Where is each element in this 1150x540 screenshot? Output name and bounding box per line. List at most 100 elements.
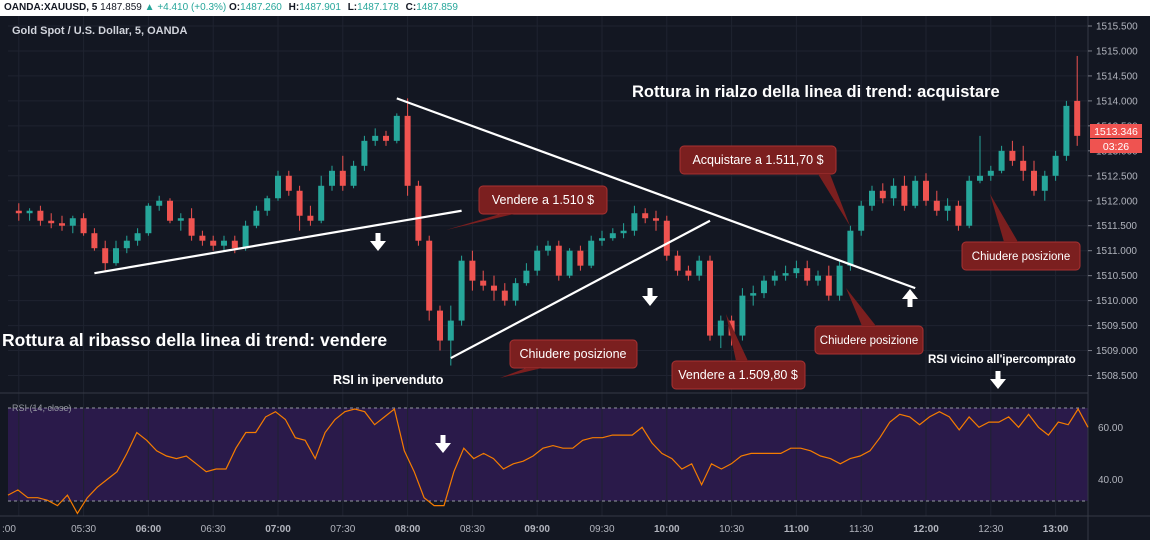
price-tick-label: 1510.500 (1096, 271, 1138, 282)
candle-body (350, 165, 357, 186)
callout-close-1-text: Chiudere posizione (519, 347, 626, 361)
candle-body (901, 185, 908, 206)
time-tick-label: 11:30 (849, 524, 874, 535)
time-tick-label: 09:30 (589, 524, 614, 535)
candle-body (253, 210, 260, 226)
candle-body (1009, 150, 1016, 161)
candle-body (177, 218, 184, 221)
candle-body (879, 190, 886, 199)
candle-body (674, 255, 681, 271)
candle-body (955, 205, 962, 226)
time-tick-label: 06:30 (201, 524, 226, 535)
candle-body (782, 273, 789, 276)
open-key: O: (229, 2, 241, 13)
price-chart[interactable]: 60.00 40.00 1515.500 1515.000 1514.500 1514.… (0, 16, 1150, 540)
candle-body (415, 185, 422, 241)
price-tick-label: 1514.000 (1096, 96, 1138, 107)
callout-close-2: Chiudere posizione (814, 288, 924, 355)
candle-body (231, 240, 238, 249)
time-axis[interactable]: :00 05:30 06:00 06:30 07:00 07:30 08:00 08:30 09… (2, 524, 1069, 535)
candle-body (404, 115, 411, 186)
candle-body (37, 210, 44, 221)
candle-body (890, 185, 897, 199)
trendline-falling-resistance (396, 97, 916, 290)
time-tick-label: 11:00 (784, 524, 809, 535)
candle-body (437, 310, 443, 341)
rsi-tick-label: 40.00 (1098, 475, 1123, 486)
annotation-breakout-up: Rottura in rialzo della linea di trend: … (632, 83, 1000, 101)
candle-body (977, 175, 983, 181)
candle-body (653, 218, 659, 221)
callout-close-3-text: Chiudere posizione (972, 251, 1070, 263)
trendline-rising-support-1 (94, 209, 462, 275)
candle-body (998, 150, 1005, 171)
candle-body (512, 283, 519, 301)
candle-body (577, 250, 584, 266)
candle-body (383, 135, 389, 141)
candle-body (480, 280, 487, 286)
high-key: H: (288, 2, 300, 13)
countdown-badge-bg (1090, 139, 1142, 153)
time-tick-label: 12:30 (978, 524, 1003, 535)
price-tick-label: 1509.500 (1096, 321, 1138, 332)
candle-body (372, 135, 379, 141)
callout-close-3: Chiudere posizione (961, 194, 1081, 271)
candle-body (458, 260, 465, 321)
candle-body (707, 260, 713, 336)
candle-body (696, 260, 703, 276)
candle-body (566, 250, 573, 276)
callout-sell-1509: Vendere a 1.509,80 $ (671, 314, 806, 390)
candle-body (264, 198, 271, 211)
price-badge-value: 1513.346 (1094, 126, 1138, 138)
candle-body (80, 218, 87, 234)
candle-body (609, 233, 616, 239)
candle-body (944, 205, 951, 211)
change-up-icon: ▲ (144, 2, 155, 13)
candle-body (285, 175, 292, 191)
candle-body (620, 230, 627, 234)
price-tick-label: 1510.000 (1096, 296, 1138, 307)
candle-body (717, 320, 724, 336)
last-price-badge: 1513.346 03:26 (1090, 124, 1142, 153)
price-tick-label: 1511.000 (1096, 246, 1137, 257)
candle-body (523, 270, 530, 284)
low-value: 1487.178 (357, 2, 399, 13)
candle-body (296, 190, 303, 216)
price-tick-label: 1512.000 (1096, 196, 1138, 207)
callout-close-2-text: Chiudere posizione (820, 335, 918, 347)
time-tick-label: 05:30 (71, 524, 96, 535)
time-tick-label: 07:30 (330, 524, 355, 535)
annotation-breakout-down: Rottura al ribasso della linea di trend:… (2, 330, 387, 350)
price-axis[interactable]: 1515.5001515.0001514.5001514.0001513.500… (1088, 21, 1138, 382)
price-tick-label: 1514.500 (1096, 71, 1138, 82)
candle-body (329, 170, 335, 186)
candle-body (26, 210, 33, 214)
candle-body (469, 260, 476, 281)
candle-body (793, 268, 800, 274)
time-tick-label: 10:30 (719, 524, 744, 535)
annotation-rsi-overbought: RSI vicino all'ipercomprato (928, 354, 1076, 366)
rsi-tick-label: 60.00 (1098, 423, 1123, 434)
candle-body (242, 225, 249, 249)
callout-sell-1509-text: Vendere a 1.509,80 $ (678, 368, 798, 382)
candle-body (318, 185, 325, 221)
candle-body (188, 218, 195, 236)
candle-body (642, 213, 649, 219)
callout-close-1: Chiudere posizione (500, 339, 638, 378)
candle-body (167, 200, 173, 221)
candle-body (361, 140, 368, 166)
close-key: C: (405, 2, 417, 13)
candle-body (545, 245, 551, 251)
candle-body (588, 240, 595, 266)
callout-sell-1510: Vendere a 1.510 $ (446, 185, 608, 230)
candle-body (923, 180, 929, 201)
candle-body (199, 235, 206, 241)
candle-body (869, 190, 875, 206)
price-tick-label: 1515.500 (1096, 21, 1138, 32)
time-tick-label: :00 (2, 524, 16, 535)
candles (15, 55, 1081, 366)
symbol-name[interactable]: OANDA:XAUUSD, 5 (4, 2, 98, 13)
candle-body (123, 240, 130, 249)
candle-body (1031, 170, 1037, 191)
